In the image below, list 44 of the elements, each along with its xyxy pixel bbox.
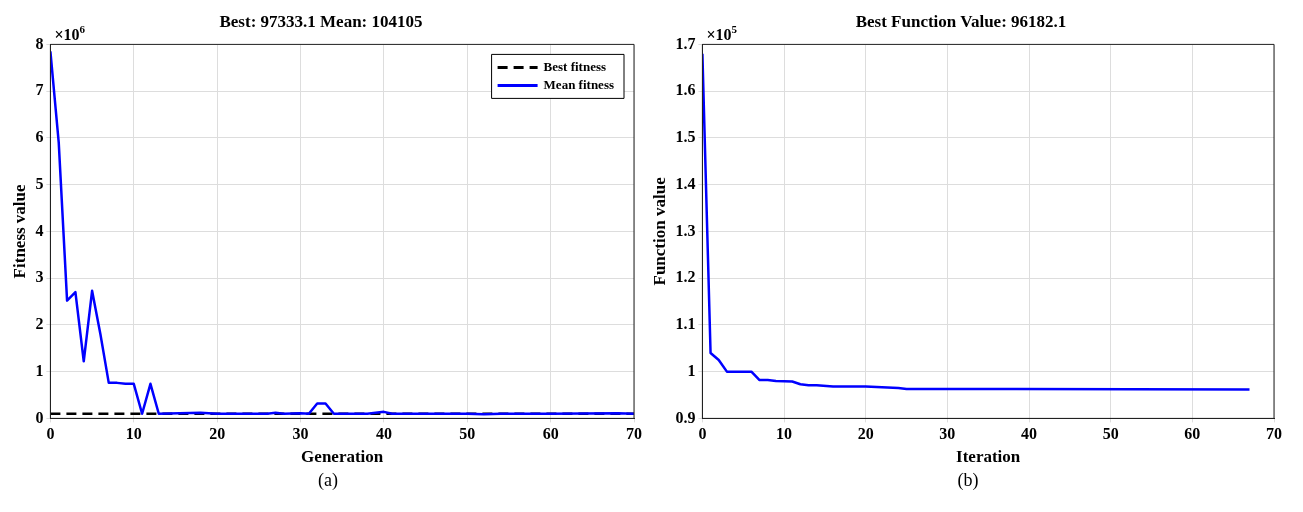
x-tick-label: 10 (125, 425, 142, 443)
x-tick-label: 40 (1021, 425, 1038, 443)
x-tick-label: 70 (626, 425, 642, 443)
y-tick-label: 1.5 (675, 128, 696, 146)
x-tick-label: 30 (292, 425, 309, 443)
y-tick-label: 1 (687, 361, 696, 379)
y-tick-label: 3 (35, 268, 44, 286)
x-tick-label: 0 (46, 425, 55, 443)
y-tick-label: 1 (35, 361, 44, 379)
y-tick-label: 5 (35, 174, 44, 192)
legend-label: Best fitness (543, 58, 607, 74)
x-tick-label: 20 (857, 425, 874, 443)
chart-title: Best: 97333.1 Mean: 104105 (219, 11, 423, 31)
legend-label: Mean fitness (543, 76, 615, 92)
y-tick-label: 0.9 (675, 408, 696, 426)
y-axis-title: Function value (649, 176, 669, 286)
x-axis-title: Generation (301, 447, 384, 467)
y-tick-label: 1.6 (675, 81, 696, 99)
x-tick-label: 20 (209, 425, 226, 443)
y-tick-label: 2 (35, 315, 44, 333)
x-tick-label: 30 (939, 425, 956, 443)
x-axis-title: Iteration (956, 447, 1021, 467)
x-tick-label: 50 (459, 425, 476, 443)
y-tick-label: 1.3 (675, 221, 696, 239)
y-tick-label: 1.7 (675, 34, 696, 52)
y-tick-label: 7 (35, 81, 44, 99)
y-tick-label: 1.4 (675, 174, 696, 192)
x-tick-label: 70 (1266, 425, 1282, 443)
x-tick-label: 0 (698, 425, 707, 443)
text: (b) (956, 470, 980, 491)
y-tick-label: 0 (35, 408, 44, 426)
y-tick-label: 1.1 (675, 315, 696, 333)
x-tick-label: 10 (776, 425, 793, 443)
x-tick-label: 50 (1102, 425, 1119, 443)
x-tick-label: 60 (542, 425, 559, 443)
x-tick-label: 40 (375, 425, 392, 443)
y-tick-label: 6 (35, 128, 44, 146)
text: (a) (317, 470, 339, 491)
y-tick-label: 4 (35, 221, 44, 239)
y-tick-label: 8 (35, 34, 44, 52)
y-tick-label: 1.2 (675, 268, 696, 286)
x-tick-label: 60 (1184, 425, 1201, 443)
chart-title: Best Function Value: 96182.1 (855, 11, 1067, 31)
y-axis-title: Fitness value (9, 183, 29, 279)
